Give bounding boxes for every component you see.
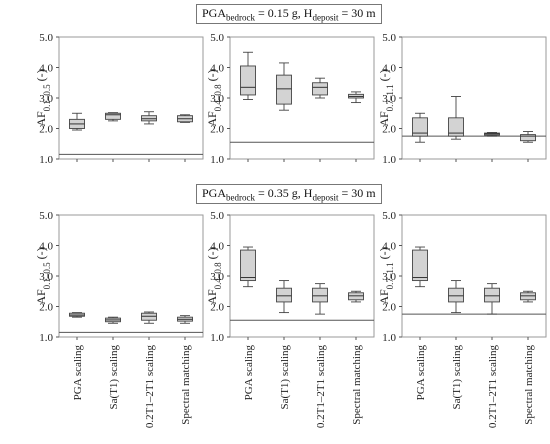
y-tick-label: 5.0 (210, 32, 224, 44)
y-axis-label: AF0.1–0.5 (-) (34, 69, 52, 126)
box-2 (484, 287, 500, 303)
header-bottom: PGAbedrock = 0.35 g, Hdeposit = 30 m (196, 184, 382, 205)
y-tick-label: 2.0 (210, 302, 224, 314)
box-0 (412, 117, 428, 137)
y-axis-label: AF0.1–0.5 (-) (34, 247, 52, 304)
y-axis-label-unit: (-) (205, 247, 219, 262)
box-2 (312, 82, 328, 96)
y-axis-label-unit: (-) (377, 69, 391, 84)
y-tick-label: 2.0 (39, 124, 53, 136)
y-tick-label: 3.0 (210, 93, 224, 105)
y-tick-label: 4.0 (39, 241, 53, 253)
x-tick-label: PGA scaling (415, 345, 427, 401)
box-1 (448, 287, 464, 303)
y-axis-label-sub: 0.4–0.8 (213, 84, 223, 112)
box-0 (412, 249, 428, 282)
y-axis-label: AF0.7–1.1 (-) (377, 247, 395, 304)
y-axis-label-main: AF (205, 289, 219, 305)
x-tick-label: 0.2T1–2T1 scaling (144, 345, 156, 429)
y-tick-label: 3.0 (382, 93, 396, 105)
y-axis-label-main: AF (34, 289, 48, 305)
panel-1-2: 1.0 2.0 3.0 4.0 5.0 AF0.7–1.1 (-) PGA scaling S… (377, 210, 547, 429)
y-tick-label: 1.0 (39, 154, 53, 166)
y-axis-label-main: AF (377, 111, 391, 127)
x-tick-label: 0.2T1–2T1 scaling (487, 345, 499, 429)
box-1 (448, 117, 464, 137)
header-bottom-pga-sub: bedrock (226, 192, 256, 203)
header-bottom-h-val: = 30 m (338, 186, 376, 200)
y-tick-label: 5.0 (39, 210, 53, 222)
y-axis-label-sub: 0.7–1.1 (385, 262, 395, 289)
y-tick-label: 1.0 (382, 154, 396, 166)
y-tick-label: 4.0 (382, 63, 396, 75)
y-axis-label: AF0.7–1.1 (-) (377, 69, 395, 126)
panel-1-1: 1.0 2.0 3.0 4.0 5.0 AF0.4–0.8 (-) PGA scaling S… (205, 210, 375, 429)
box-1 (276, 287, 292, 303)
header-top-h-val: = 30 m (338, 6, 376, 20)
y-axis-label-sub: 0.4–0.8 (213, 262, 223, 290)
x-tick-label: Spectral matching (180, 345, 192, 425)
x-tick-label: Sa(T1) scaling (451, 345, 463, 410)
panel-0-1: 1.0 2.0 3.0 4.0 5.0 AF0.4–0.8 (-) (205, 32, 375, 166)
y-tick-label: 1.0 (382, 332, 396, 344)
y-axis-label-main: AF (34, 111, 48, 127)
box-0 (240, 249, 256, 282)
y-tick-label: 1.0 (39, 332, 53, 344)
y-tick-label: 4.0 (39, 63, 53, 75)
y-tick-label: 1.0 (210, 332, 224, 344)
y-tick-label: 4.0 (382, 241, 396, 253)
y-axis-label-sub: 0.1–0.5 (42, 262, 52, 290)
header-top-pga: PGA (202, 6, 227, 20)
y-tick-label: 3.0 (39, 93, 53, 105)
box-0 (240, 65, 256, 96)
y-tick-label: 5.0 (382, 210, 396, 222)
y-axis-label-sub: 0.7–1.1 (385, 84, 395, 111)
y-axis-label: AF0.4–0.8 (-) (205, 69, 223, 126)
y-axis-label-unit: (-) (205, 69, 219, 84)
y-tick-label: 4.0 (210, 241, 224, 253)
panel-0-2: 1.0 2.0 3.0 4.0 5.0 AF0.7–1.1 (-) (377, 32, 547, 166)
box-1 (276, 74, 292, 105)
x-tick-label: Sa(T1) scaling (108, 345, 120, 410)
header-bottom-h-sub: deposit (312, 192, 339, 203)
y-tick-label: 2.0 (382, 124, 396, 136)
y-axis-label-unit: (-) (34, 69, 48, 84)
header-top-pga-sub: bedrock (226, 12, 256, 23)
header-bottom-pga-val: = 0.35 g, H (255, 186, 313, 200)
y-tick-label: 3.0 (210, 271, 224, 283)
y-axis-label-sub: 0.1–0.5 (42, 84, 52, 112)
box-3 (520, 134, 536, 142)
y-tick-label: 1.0 (210, 154, 224, 166)
y-tick-label: 2.0 (210, 124, 224, 136)
y-tick-label: 5.0 (382, 32, 396, 44)
header-top-h-sub: deposit (312, 12, 339, 23)
y-axis-label-main: AF (205, 111, 219, 127)
box-2 (312, 287, 328, 303)
panel-0-0: 1.0 2.0 3.0 4.0 5.0 AF0.1–0.5 (-) (34, 32, 204, 166)
y-tick-label: 2.0 (382, 302, 396, 314)
x-tick-label: Spectral matching (351, 345, 363, 425)
header-bottom-pga: PGA (202, 186, 227, 200)
x-tick-label: Spectral matching (523, 345, 535, 425)
x-tick-label: PGA scaling (243, 345, 255, 401)
y-tick-label: 5.0 (39, 32, 53, 44)
y-tick-label: 3.0 (382, 271, 396, 283)
y-tick-label: 2.0 (39, 302, 53, 314)
panel-frame (58, 36, 204, 160)
header-top-pga-val: = 0.15 g, H (255, 6, 313, 20)
panel-1-0: 1.0 2.0 3.0 4.0 5.0 AF0.1–0.5 (-) PGA scaling S… (34, 210, 204, 429)
x-tick-label: 0.2T1–2T1 scaling (315, 345, 327, 429)
y-axis-label-unit: (-) (377, 247, 391, 262)
y-tick-label: 3.0 (39, 271, 53, 283)
x-tick-label: PGA scaling (72, 345, 84, 401)
y-tick-label: 5.0 (210, 210, 224, 222)
header-top: PGAbedrock = 0.15 g, Hdeposit = 30 m (196, 4, 382, 25)
box-1 (105, 112, 121, 120)
y-axis-label: AF0.4–0.8 (-) (205, 247, 223, 304)
x-tick-label: Sa(T1) scaling (279, 345, 291, 410)
y-axis-label-main: AF (377, 289, 391, 305)
y-axis-label-unit: (-) (34, 247, 48, 262)
y-tick-label: 4.0 (210, 63, 224, 75)
